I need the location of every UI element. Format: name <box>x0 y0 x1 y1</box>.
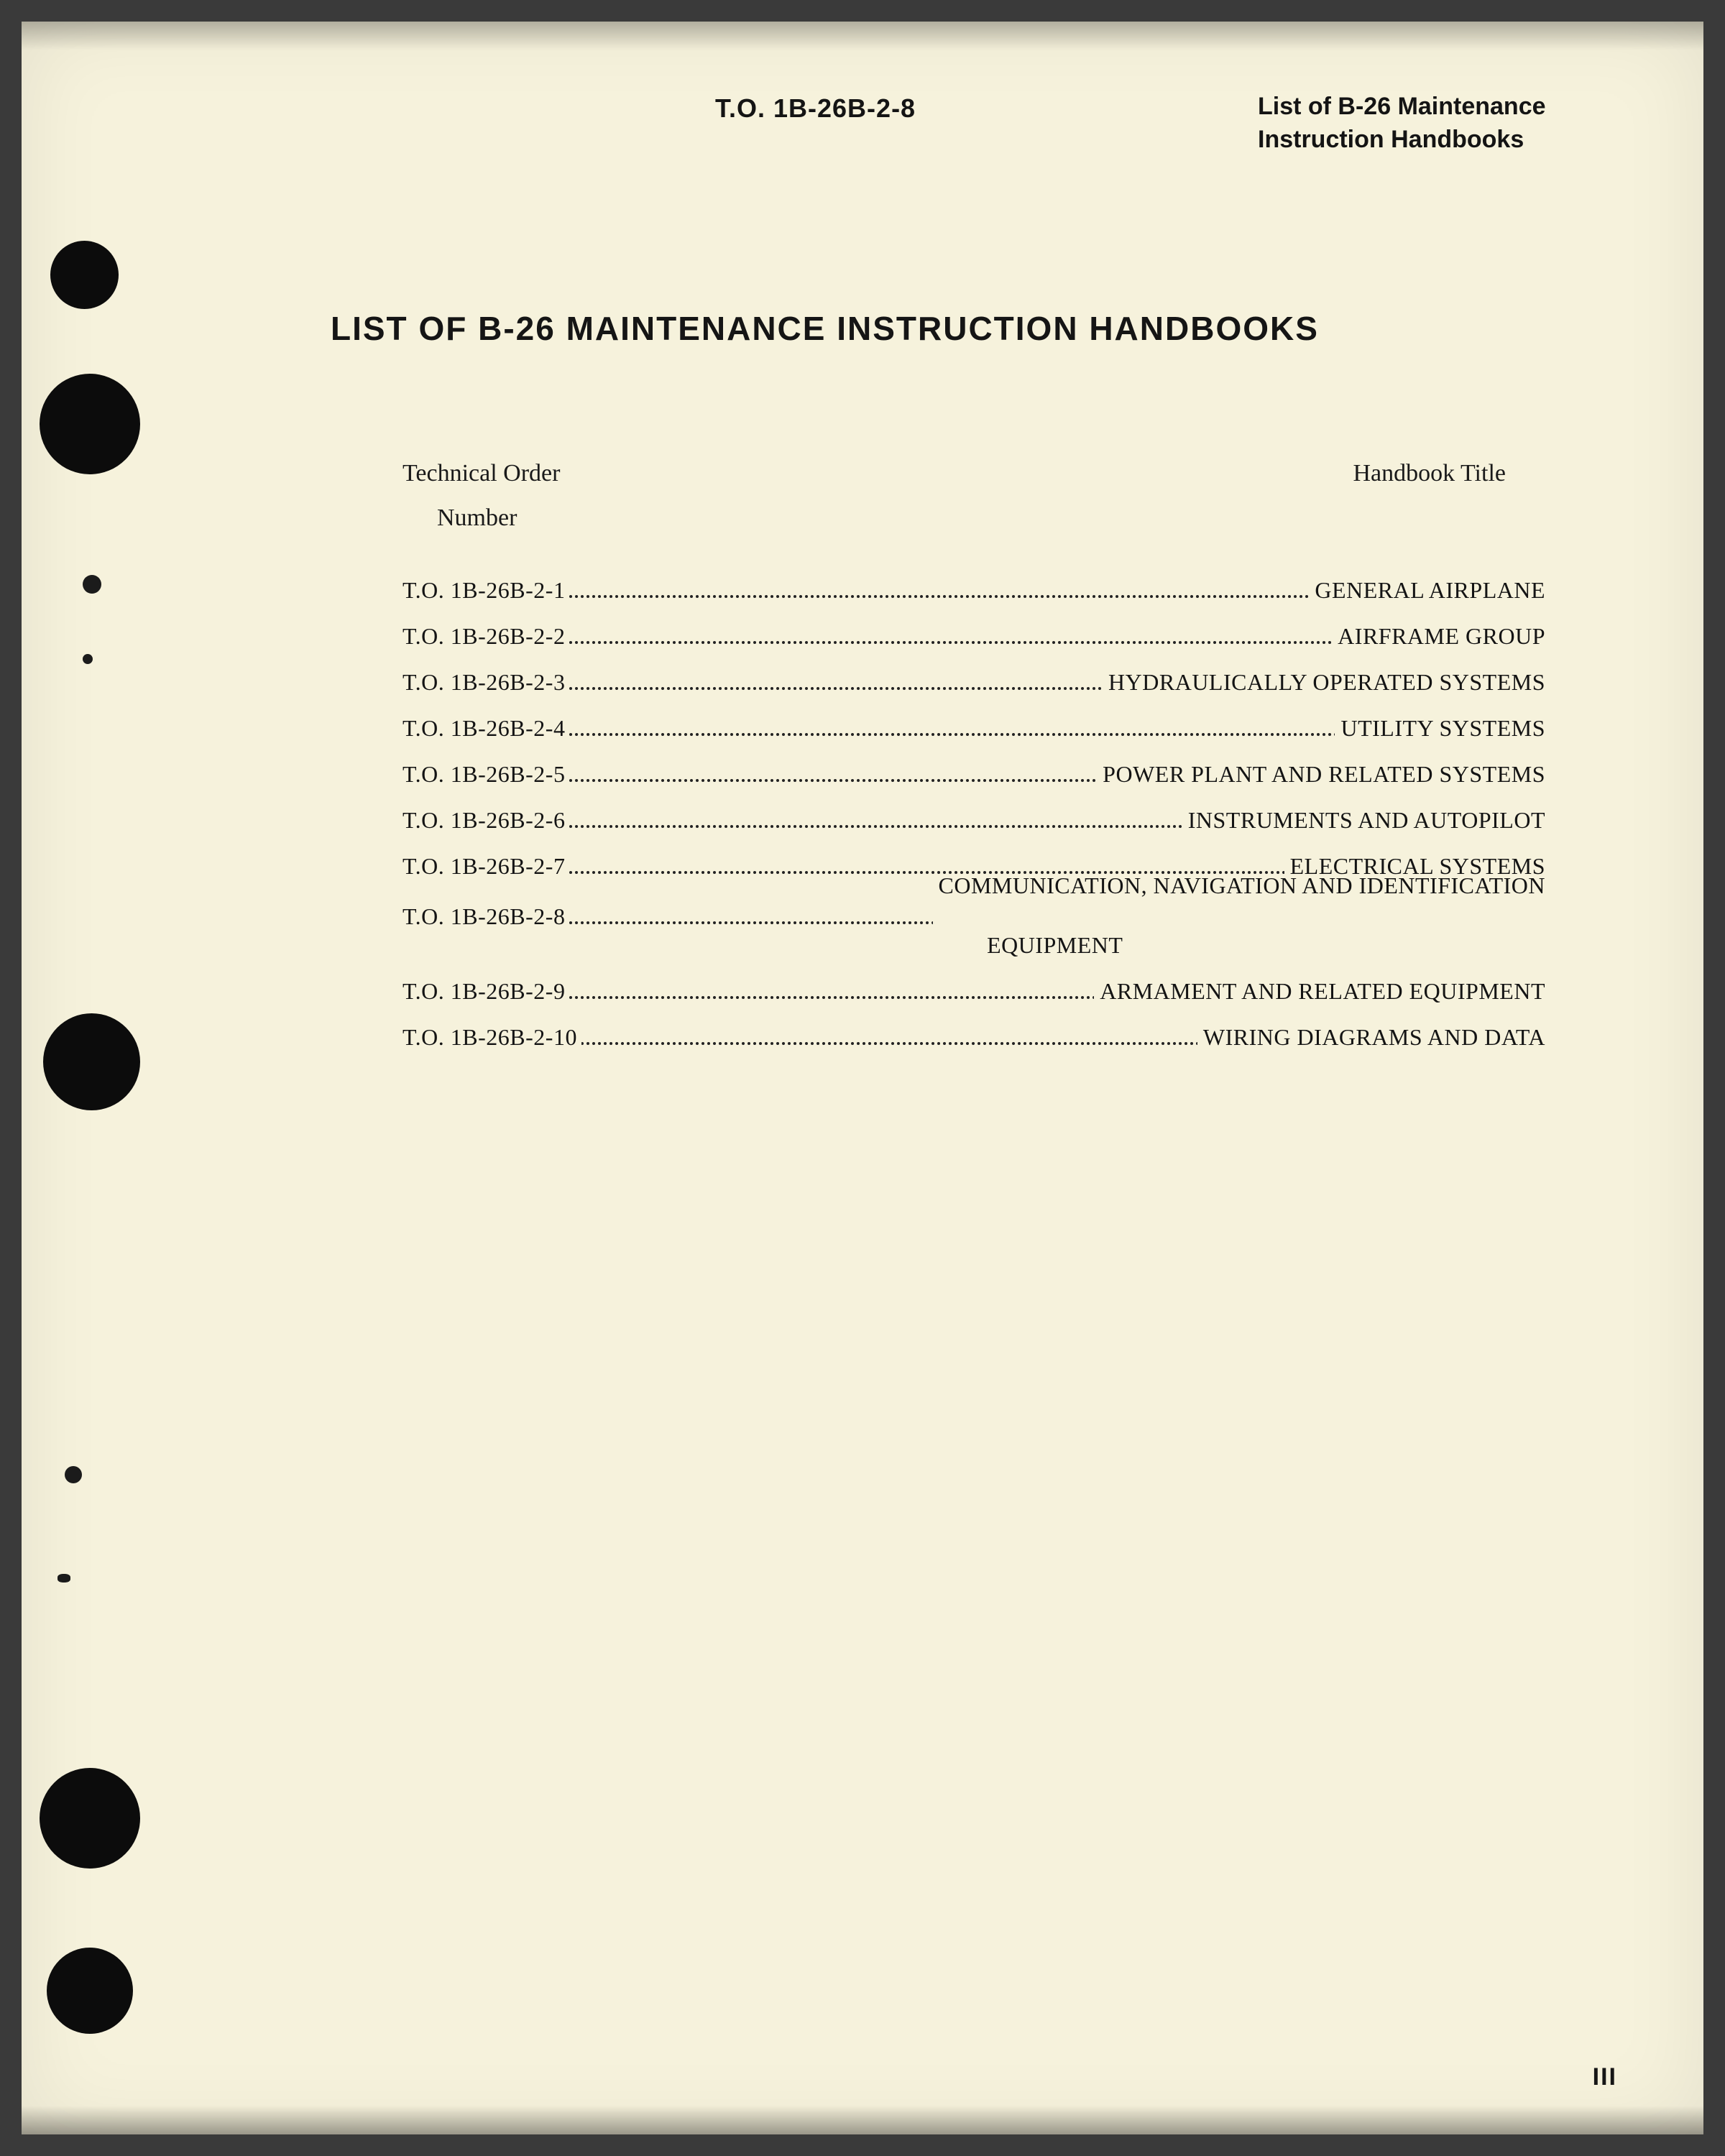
toc-title: GENERAL AIRPLANE <box>1309 577 1545 604</box>
binder-hole <box>40 374 140 474</box>
toc-number: T.O. 1B-26B-2-1 <box>402 577 569 604</box>
binder-hole <box>50 241 119 309</box>
scan-speck <box>83 575 101 594</box>
toc-title: ARMAMENT AND RELATED EQUIPMENT <box>1094 978 1545 1005</box>
toc-row: T.O. 1B-26B-2-5 POWER PLANT AND RELATED S… <box>402 752 1545 798</box>
toc-title-line1: INSTRUMENTS AND AUTOPILOT <box>1188 807 1545 833</box>
toc-title: HYDRAULICALLY OPERATED SYSTEMS <box>1103 669 1545 696</box>
toc-title: POWER PLANT AND RELATED SYSTEMS <box>1097 761 1545 788</box>
toc-title: UTILITY SYSTEMS <box>1335 715 1545 742</box>
toc-title-line1: AIRFRAME GROUP <box>1338 623 1545 649</box>
toc-title-line1: UTILITY SYSTEMS <box>1340 715 1545 741</box>
toc-number: T.O. 1B-26B-2-8 <box>402 903 569 930</box>
scan-speck <box>83 654 93 664</box>
page-number: III <box>1593 2063 1617 2091</box>
header-right-block: List of B-26 Maintenance Instruction Han… <box>1258 91 1632 157</box>
col-header-number: Technical Order Number <box>402 460 560 532</box>
toc-title: WIRING DIAGRAMS AND DATA <box>1197 1024 1545 1051</box>
toc-row: T.O. 1B-26B-2-1 GENERAL AIRPLANE <box>402 568 1545 614</box>
toc-number: T.O. 1B-26B-2-10 <box>402 1024 581 1051</box>
header-right-line2: Instruction Handbooks <box>1258 126 1524 153</box>
toc-row: T.O. 1B-26B-2-9 ARMAMENT AND RELATED EQUI… <box>402 969 1545 1015</box>
toc-title-line1: HYDRAULICALLY OPERATED SYSTEMS <box>1108 669 1545 695</box>
col-header-title: Handbook Title <box>1353 460 1506 487</box>
binder-hole <box>47 1948 133 2034</box>
toc-title-line2: EQUIPMENT <box>939 932 1545 959</box>
header-to-number: T.O. 1B-26B-2-8 <box>715 93 916 124</box>
toc-number: T.O. 1B-26B-2-3 <box>402 669 569 696</box>
toc-number: T.O. 1B-26B-2-6 <box>402 807 569 834</box>
toc-row: T.O. 1B-26B-2-3 HYDRAULICALLY OPERATED SY… <box>402 660 1545 706</box>
toc-title-line1: WIRING DIAGRAMS AND DATA <box>1203 1024 1545 1050</box>
toc-row: T.O. 1B-26B-2-8 COMMUNICATION, NAVIGATION… <box>402 890 1545 969</box>
binder-hole <box>40 1768 140 1869</box>
toc-title: AIRFRAME GROUP <box>1332 623 1545 650</box>
binder-hole <box>43 1013 140 1110</box>
toc-row: T.O. 1B-26B-2-6 INSTRUMENTS AND AUTOPILOT <box>402 798 1545 844</box>
toc-number: T.O. 1B-26B-2-7 <box>402 853 569 880</box>
scan-speck <box>58 1574 70 1583</box>
toc-title-line1: GENERAL AIRPLANE <box>1315 577 1545 603</box>
toc-list: T.O. 1B-26B-2-1GENERAL AIRPLANET.O. 1B-2… <box>402 568 1545 1061</box>
scan-vignette <box>22 2106 1703 2134</box>
scan-vignette <box>22 22 1703 50</box>
toc-title: COMMUNICATION, NAVIGATION AND IDENTIFICA… <box>933 901 1545 959</box>
toc-row: T.O. 1B-26B-2-4 UTILITY SYSTEMS <box>402 706 1545 752</box>
scan-speck <box>65 1466 82 1483</box>
toc-title-line1: COMMUNICATION, NAVIGATION AND IDENTIFICA… <box>939 872 1545 898</box>
toc-number: T.O. 1B-26B-2-4 <box>402 715 569 742</box>
header-right-line1: List of B-26 Maintenance <box>1258 93 1546 120</box>
col-header-number-line2: Number <box>437 505 560 532</box>
page-title: LIST OF B-26 MAINTENANCE INSTRUCTION HAN… <box>331 309 1574 348</box>
toc-number: T.O. 1B-26B-2-5 <box>402 761 569 788</box>
toc-number: T.O. 1B-26B-2-9 <box>402 978 569 1005</box>
scanned-page: T.O. 1B-26B-2-8 List of B-26 Maintenance… <box>22 22 1703 2134</box>
page-content: T.O. 1B-26B-2-8 List of B-26 Maintenance… <box>22 22 1703 2134</box>
col-header-number-line1: Technical Order <box>402 460 560 487</box>
toc-title-line1: POWER PLANT AND RELATED SYSTEMS <box>1103 761 1545 787</box>
toc-title: INSTRUMENTS AND AUTOPILOT <box>1182 807 1545 834</box>
toc-number: T.O. 1B-26B-2-2 <box>402 623 569 650</box>
toc-title-line1: ARMAMENT AND RELATED EQUIPMENT <box>1100 978 1545 1004</box>
toc-row: T.O. 1B-26B-2-2 AIRFRAME GROUP <box>402 614 1545 660</box>
toc-row: T.O. 1B-26B-2-10 WIRING DIAGRAMS AND DATA <box>402 1015 1545 1061</box>
